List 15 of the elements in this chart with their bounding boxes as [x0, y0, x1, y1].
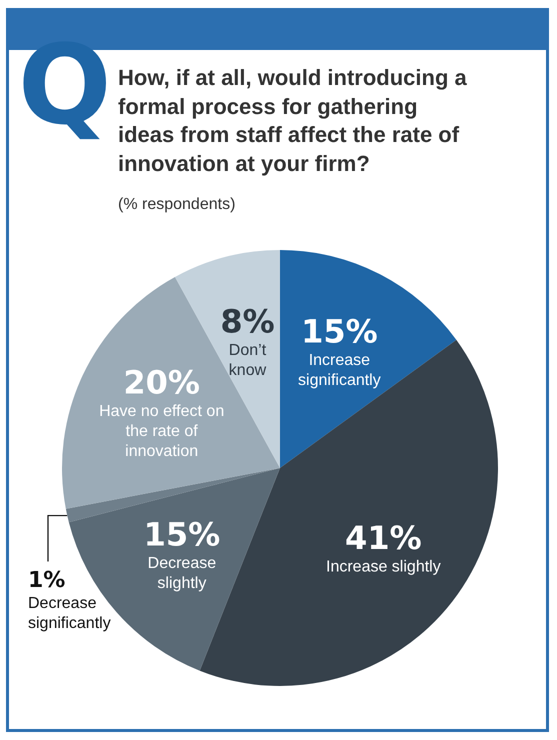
- slice-label: Increase significantly: [298, 352, 381, 389]
- slice-label: Increase slightly: [326, 558, 441, 576]
- slice-label: Decrease significantly: [28, 595, 111, 632]
- data-label: 41%: [345, 519, 422, 558]
- data-label: 15%: [301, 312, 378, 350]
- data-label: 8%: [220, 302, 275, 340]
- slice-label: Decrease slightly: [148, 555, 216, 592]
- data-label: 1%: [28, 568, 66, 594]
- slice-label: Don’t know: [228, 342, 267, 379]
- chart-title: How, if at all, would introducing a formal process for gathering ideas from staff affect the rate of innovation at your firm?: [118, 64, 468, 178]
- chart-subtitle: (% respondents): [118, 196, 236, 214]
- data-label: 15%: [144, 516, 220, 554]
- data-label: 20%: [123, 363, 200, 402]
- text: Q: [18, 21, 112, 149]
- slice-label: Have no effect on the rate of innovation: [99, 402, 224, 460]
